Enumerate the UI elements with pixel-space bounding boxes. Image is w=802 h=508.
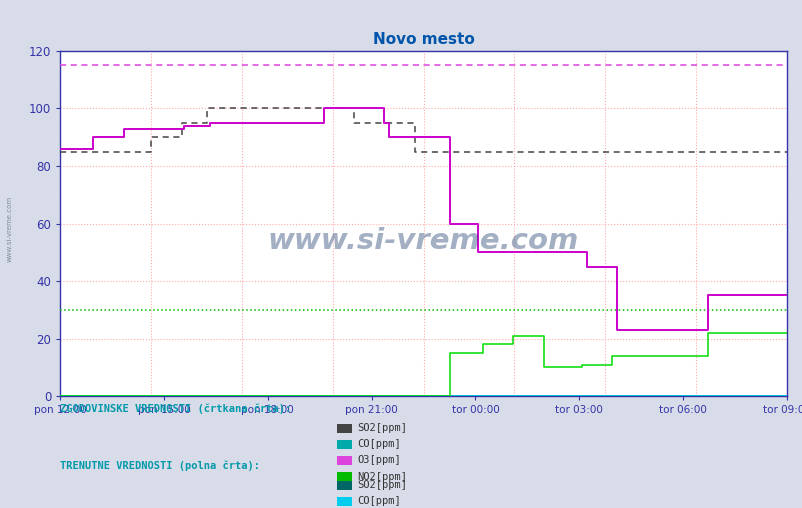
Text: www.si-vreme.com: www.si-vreme.com xyxy=(268,227,578,255)
Text: TRENUTNE VREDNOSTI (polna črta):: TRENUTNE VREDNOSTI (polna črta): xyxy=(60,461,260,471)
Text: ZGODOVINSKE VREDNOSTI (črtkana črta):: ZGODOVINSKE VREDNOSTI (črtkana črta): xyxy=(60,404,291,415)
Text: www.si-vreme.com: www.si-vreme.com xyxy=(6,196,13,262)
Title: Novo mesto: Novo mesto xyxy=(372,32,474,47)
Text: SO2[ppm]: SO2[ppm] xyxy=(357,480,407,490)
Text: O3[ppm]: O3[ppm] xyxy=(357,455,400,465)
Text: CO[ppm]: CO[ppm] xyxy=(357,496,400,506)
Text: NO2[ppm]: NO2[ppm] xyxy=(357,471,407,482)
Text: CO[ppm]: CO[ppm] xyxy=(357,439,400,449)
Text: SO2[ppm]: SO2[ppm] xyxy=(357,423,407,433)
